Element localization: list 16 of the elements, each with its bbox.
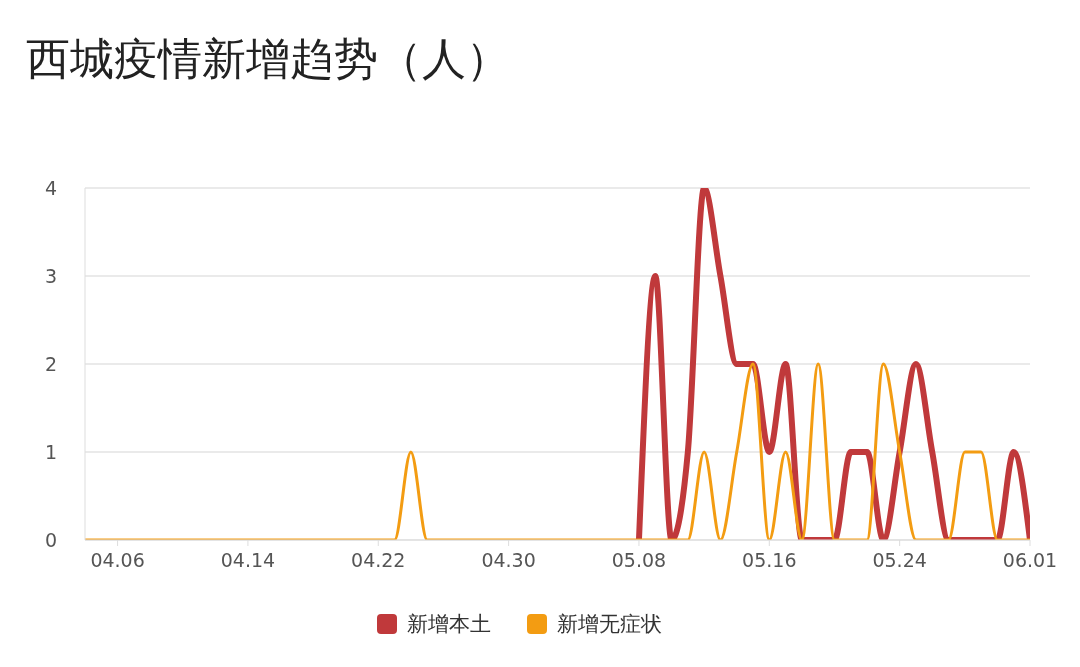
x-tick-label: 04.06 bbox=[90, 549, 145, 572]
chart-title: 西城疫情新增趋势（人） bbox=[26, 32, 510, 86]
x-tick-label: 05.16 bbox=[742, 549, 797, 572]
x-tick-label: 06.01 bbox=[1002, 549, 1058, 572]
x-tick-label: 05.24 bbox=[872, 549, 927, 572]
y-tick-label: 2 bbox=[44, 352, 57, 375]
x-tick-label: 04.14 bbox=[220, 549, 276, 572]
y-tick-label: 0 bbox=[44, 528, 57, 551]
x-tick-label: 04.22 bbox=[351, 549, 406, 572]
legend-label: 新增无症状 bbox=[556, 611, 662, 638]
y-tick-label: 3 bbox=[44, 264, 57, 287]
y-tick-label: 4 bbox=[44, 176, 57, 199]
legend-label: 新增本土 bbox=[406, 611, 491, 638]
x-tick-label: 04.30 bbox=[481, 549, 536, 572]
y-tick-label: 1 bbox=[44, 440, 57, 463]
x-tick-label: 05.08 bbox=[611, 549, 667, 572]
